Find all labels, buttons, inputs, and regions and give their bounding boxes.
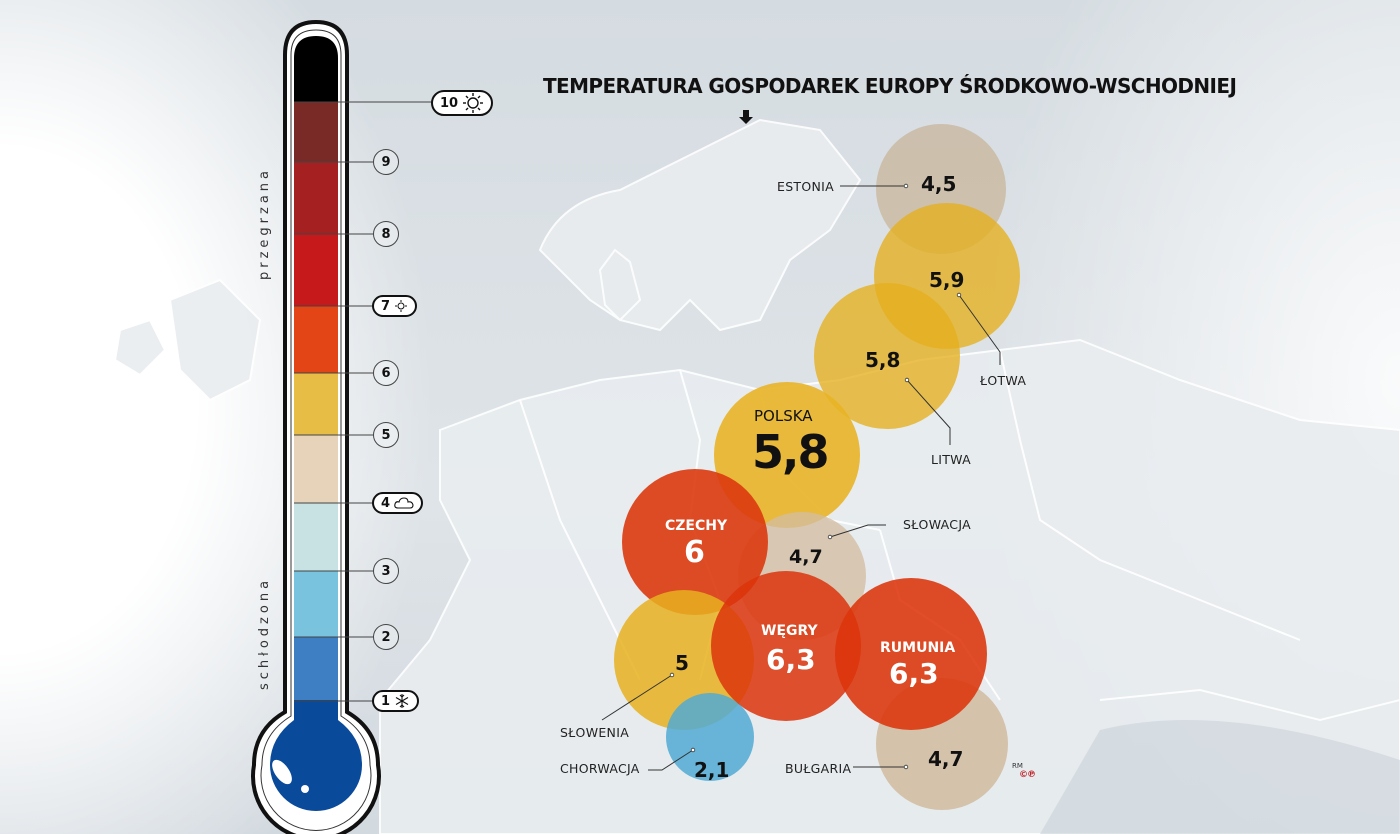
author-initials: RM — [1012, 762, 1023, 770]
value-romania: 6,3 — [889, 657, 939, 690]
cloud-icon — [394, 497, 414, 509]
value-latvia: 5,9 — [929, 268, 965, 292]
label-lithuania: LITWA — [931, 452, 972, 467]
tick-1: 1 — [372, 690, 420, 712]
label-slovakia: SŁOWACJA — [903, 517, 971, 532]
value-estonia: 4,5 — [921, 172, 957, 196]
sun-icon — [463, 93, 484, 113]
value-bulgaria: 4,7 — [928, 747, 964, 771]
label-estonia: ESTONIA — [777, 179, 834, 194]
tick-7: 7 — [372, 295, 418, 317]
label-romania: RUMUNIA — [880, 640, 956, 656]
label-czechia: CZECHY — [665, 518, 728, 534]
small-sun-icon — [395, 300, 408, 312]
tick-9: 9 — [373, 149, 399, 175]
label-hungary: WĘGRY — [761, 623, 818, 639]
tick-5: 5 — [373, 422, 399, 448]
bubble-croatia — [666, 693, 754, 781]
tick-4: 4 — [372, 492, 424, 514]
value-poland: 5,8 — [752, 425, 829, 479]
tick-value: 7 — [381, 298, 391, 314]
thermometer — [251, 19, 433, 834]
value-czechia: 6 — [684, 535, 705, 570]
value-croatia: 2,1 — [694, 758, 730, 782]
bubble-romania — [835, 578, 987, 730]
tick-value: 1 — [381, 693, 391, 709]
label-croatia: CHORWACJA — [560, 761, 640, 776]
value-slovakia: 4,7 — [789, 546, 823, 568]
page-title: TEMPERATURA GOSPODAREK EUROPY ŚRODKOWO-W… — [543, 74, 1237, 98]
tick-10: 10 — [431, 90, 494, 116]
snowflake-icon — [395, 694, 409, 708]
value-hungary: 6,3 — [766, 643, 816, 676]
tick-2: 2 — [373, 624, 399, 650]
value-lithuania: 5,8 — [865, 348, 901, 372]
value-slovenia: 5 — [675, 651, 689, 675]
arrow-down-icon — [739, 110, 753, 124]
tick-8: 8 — [373, 221, 399, 247]
label-bulgaria: BUŁGARIA — [785, 761, 852, 776]
label-slovenia: SŁOWENIA — [560, 725, 630, 740]
tick-6: 6 — [373, 360, 399, 386]
tick-value: 10 — [440, 95, 459, 111]
copyright-mark: ©℗ — [1019, 770, 1036, 780]
label-poland: POLSKA — [754, 407, 813, 425]
label-latvia: ŁOTWA — [980, 373, 1027, 388]
tick-value: 4 — [381, 495, 391, 511]
tick-3: 3 — [373, 558, 399, 584]
